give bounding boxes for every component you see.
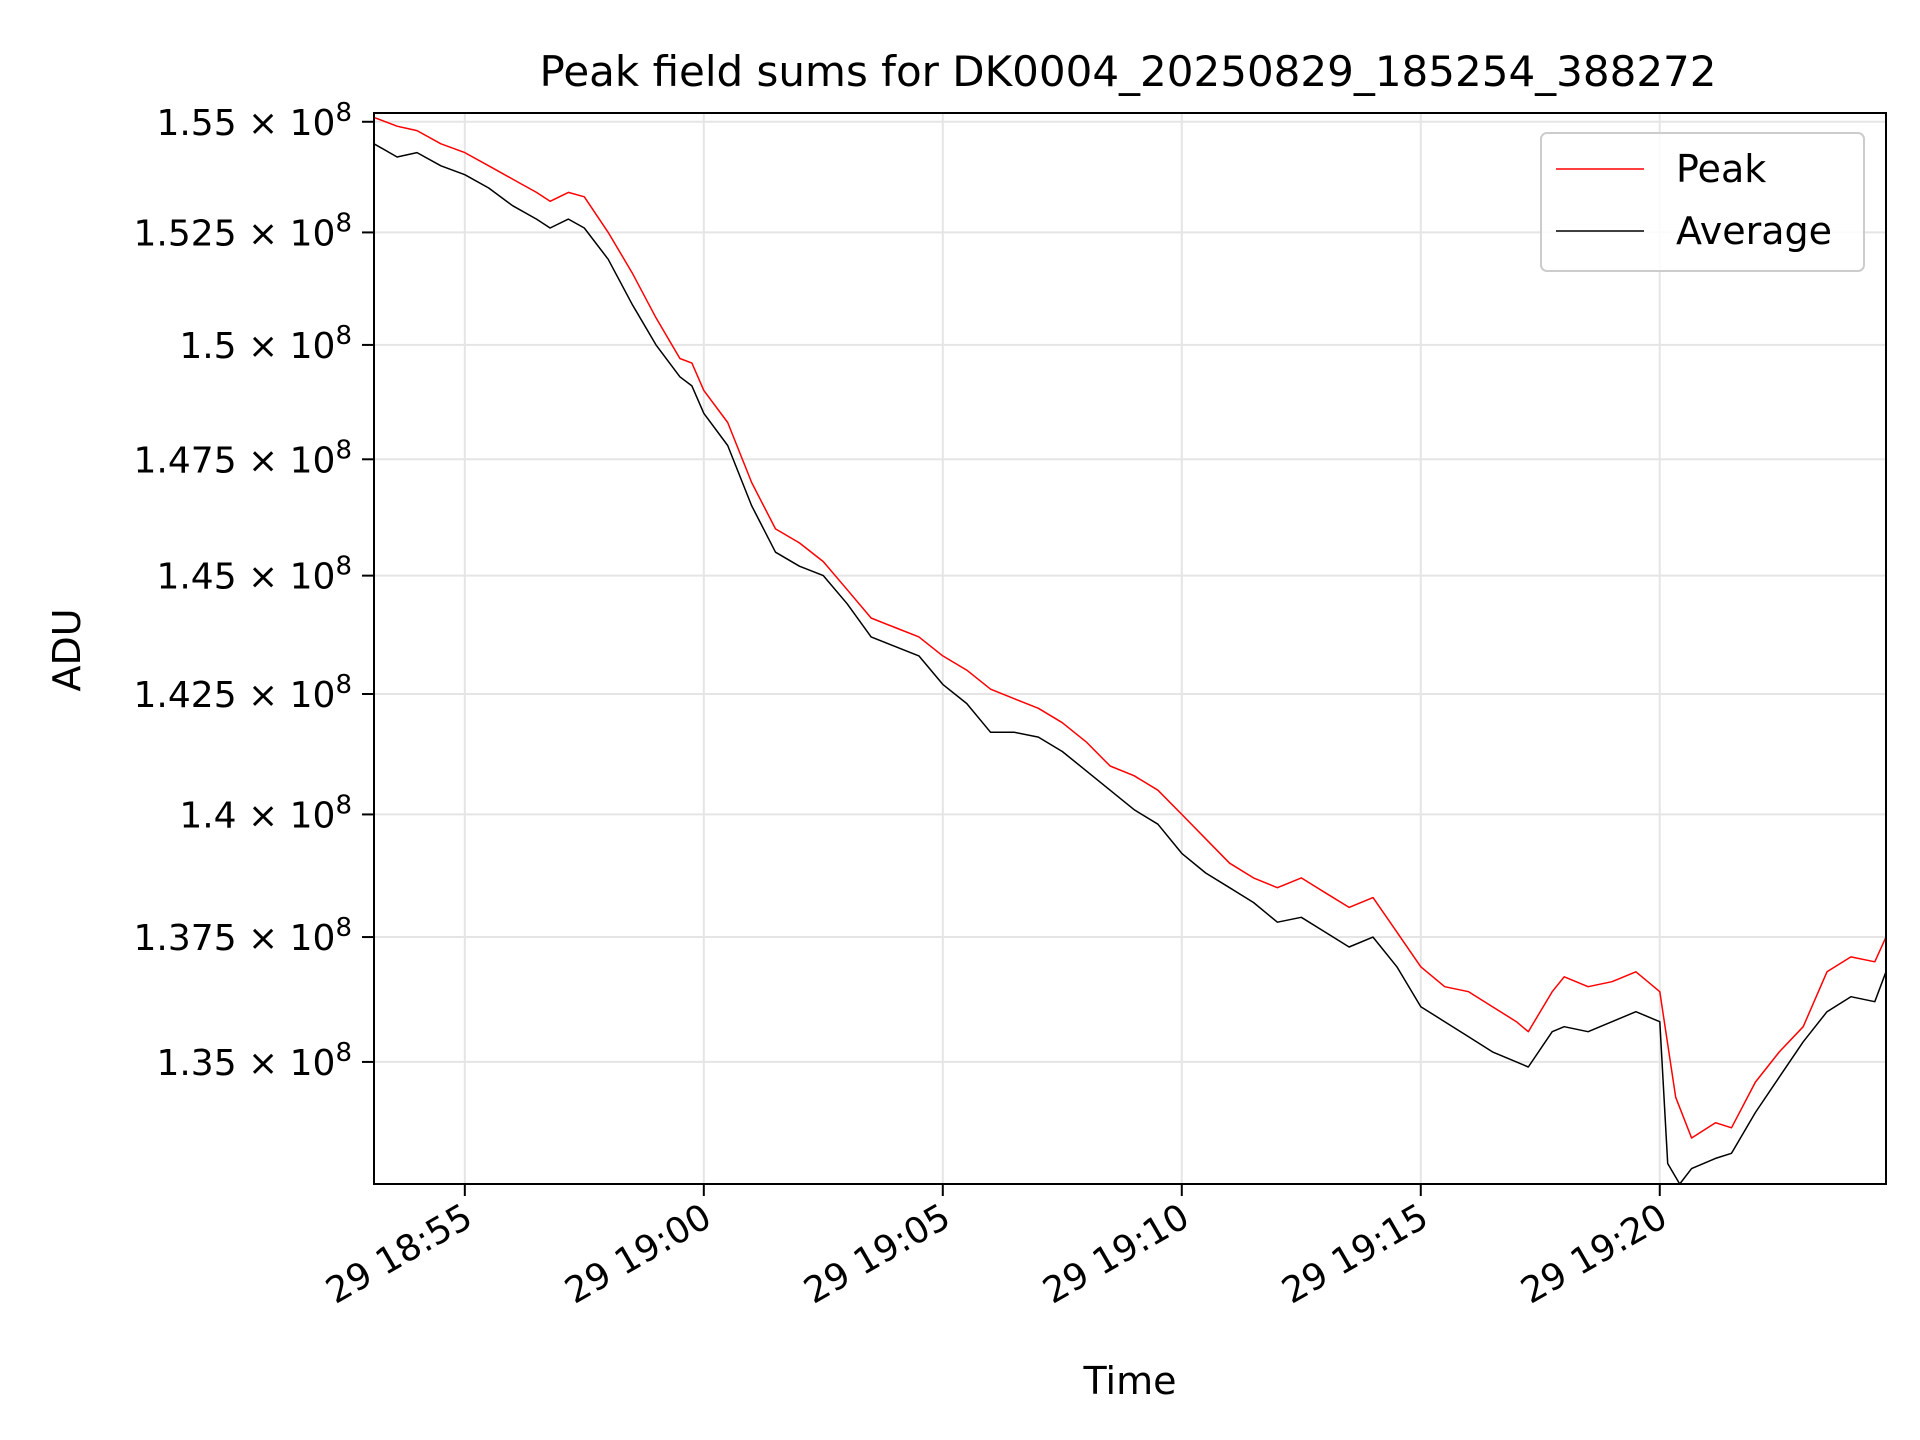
y-tick-label: 1.475 × 108	[134, 435, 352, 481]
y-tick-exponent: 8	[335, 1038, 352, 1068]
y-tick-mantissa: 1.4	[179, 795, 236, 836]
y-tick-exponent: 8	[335, 552, 352, 582]
grid	[374, 113, 1886, 1184]
y-tick-label: 1.45 × 108	[156, 552, 352, 598]
y-tick-mantissa: 1.35	[156, 1043, 236, 1084]
y-tick-label: 1.525 × 108	[134, 208, 352, 254]
y-tick-exponent: 8	[335, 435, 352, 465]
y-tick-mantissa: 1.425	[134, 675, 237, 716]
y-tick-label: 1.425 × 108	[134, 670, 352, 716]
y-tick-label: 1.55 × 108	[156, 98, 352, 144]
y-tick-exponent: 8	[335, 98, 352, 128]
legend-box	[1540, 132, 1865, 272]
series-line-peak	[373, 116, 1887, 1139]
y-tick-mantissa: 1.45	[156, 557, 236, 598]
legend-label-average: Average	[1676, 209, 1832, 253]
chart-title: Peak field sums for DK0004_20250829_1852…	[539, 47, 1716, 96]
y-ticks: 1.55 × 108 1.525 × 108 1.5 × 108 1.475 × 10…	[134, 98, 374, 1084]
y-tick-mantissa: 1.475	[134, 440, 237, 481]
y-tick-label: 1.4 × 108	[179, 790, 352, 836]
legend: Peak Average	[1540, 132, 1865, 272]
y-tick-mantissa: 1.525	[134, 213, 237, 254]
y-tick-exponent: 8	[335, 321, 352, 351]
plot-frame	[373, 112, 1887, 1185]
y-tick-label: 1.5 × 108	[179, 321, 352, 367]
legend-label-peak: Peak	[1676, 147, 1766, 191]
y-tick-mantissa: 1.55	[156, 103, 236, 144]
y-tick-exponent: 8	[335, 208, 352, 238]
y-tick-label: 1.375 × 108	[134, 913, 352, 959]
y-axis-label: ADU	[45, 608, 89, 691]
y-tick-exponent: 8	[335, 913, 352, 943]
y-tick-mantissa: 1.5	[179, 326, 236, 367]
y-tick-label: 1.35 × 108	[156, 1038, 352, 1084]
y-tick-exponent: 8	[335, 670, 352, 700]
series-line-average	[373, 143, 1887, 1185]
x-axis-label: Time	[1083, 1359, 1177, 1403]
y-tick-exponent: 8	[335, 790, 352, 820]
y-tick-mantissa: 1.375	[134, 918, 237, 959]
series-lines	[373, 116, 1887, 1185]
